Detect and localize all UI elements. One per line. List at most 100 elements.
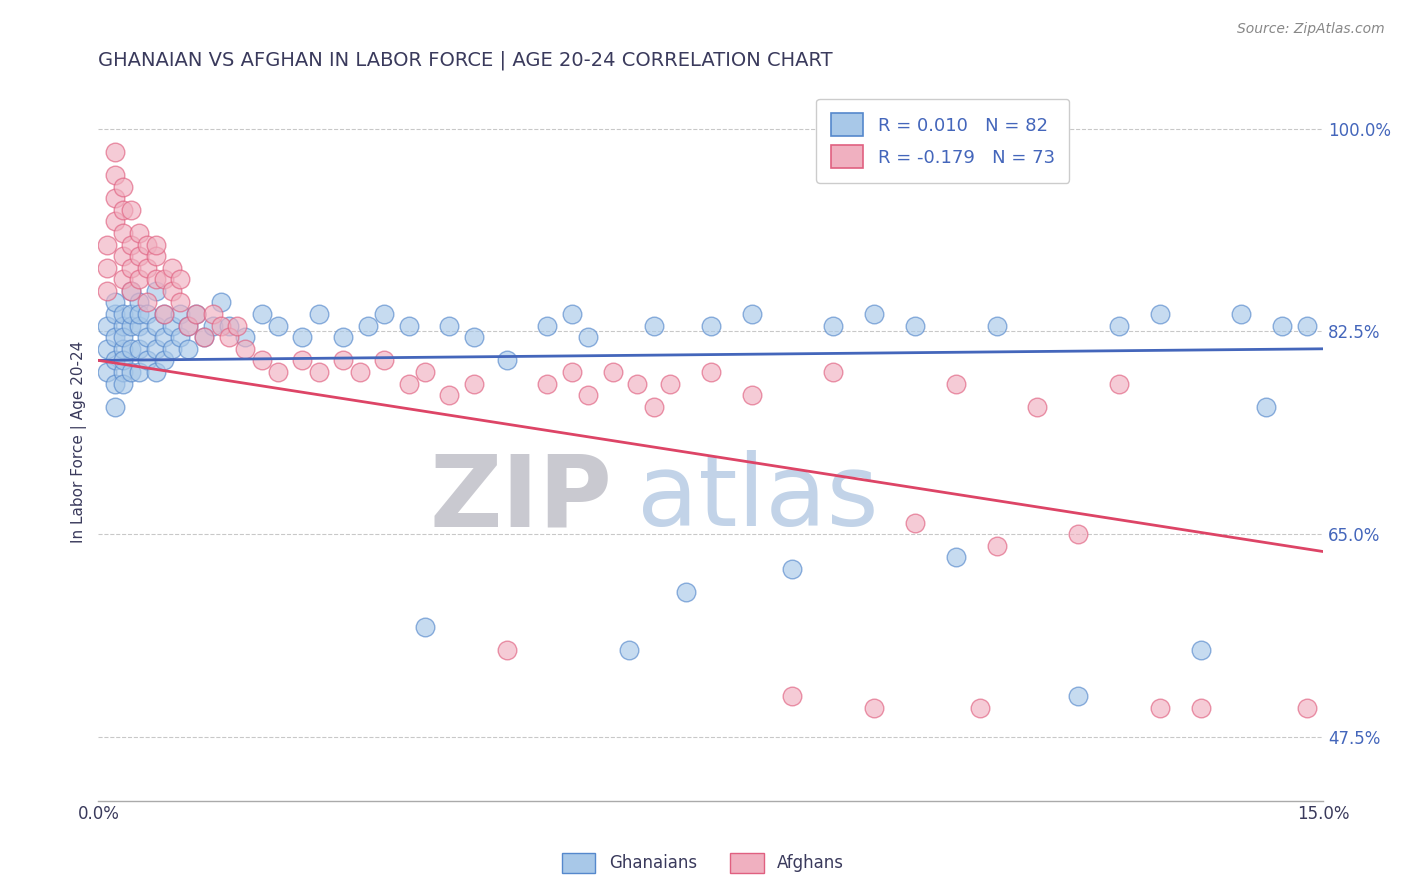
Point [495,643,517,657]
Point [120,307,142,321]
Point [250,307,273,321]
Point [111,365,134,379]
Point [1108,376,1130,391]
Point [700,318,723,333]
Point [96,342,118,356]
Point [226,318,249,333]
Point [357,318,380,333]
Point [136,330,159,344]
Point [120,260,142,275]
Point [1026,400,1049,414]
Point [193,330,215,344]
Point [904,516,927,530]
Point [536,376,558,391]
Point [741,307,763,321]
Point [104,214,127,228]
Point [160,284,183,298]
Point [104,376,127,391]
Point [145,342,167,356]
Point [136,260,159,275]
Point [104,307,127,321]
Point [104,353,127,368]
Point [291,353,314,368]
Point [160,260,183,275]
Point [177,318,200,333]
Point [128,226,150,240]
Point [120,202,142,217]
Point [111,249,134,263]
Point [1254,400,1277,414]
Point [145,318,167,333]
Point [332,330,354,344]
Point [267,318,290,333]
Point [136,237,159,252]
Point [1189,701,1212,715]
Point [1271,318,1294,333]
Point [152,307,174,321]
Point [398,376,420,391]
Point [863,701,886,715]
Text: ZIP: ZIP [430,450,613,548]
Point [104,191,127,205]
Point [160,318,183,333]
Point [136,307,159,321]
Point [96,318,118,333]
Point [945,376,967,391]
Point [128,342,150,356]
Point [308,307,330,321]
Point [111,376,134,391]
Point [209,318,232,333]
Point [267,365,290,379]
Point [823,318,845,333]
Point [741,388,763,402]
Point [193,330,215,344]
Point [945,550,967,565]
Point [104,168,127,182]
Point [96,237,118,252]
Point [823,365,845,379]
Point [349,365,371,379]
Point [1295,701,1317,715]
Point [1230,307,1253,321]
Point [111,353,134,368]
Legend: R = 0.010   N = 82, R = -0.179   N = 73: R = 0.010 N = 82, R = -0.179 N = 73 [817,98,1069,183]
Point [1149,701,1171,715]
Point [128,249,150,263]
Point [218,318,240,333]
Point [111,307,134,321]
Point [201,307,224,321]
Point [439,318,461,333]
Point [969,701,991,715]
Point [209,295,232,310]
Point [145,272,167,286]
Point [96,365,118,379]
Point [413,620,436,634]
Point [111,330,134,344]
Point [463,376,485,391]
Point [169,307,191,321]
Point [986,539,1008,553]
Point [96,284,118,298]
Point [250,353,273,368]
Point [186,307,208,321]
Legend: Ghanaians, Afghans: Ghanaians, Afghans [555,847,851,880]
Point [152,272,174,286]
Point [111,272,134,286]
Point [602,365,624,379]
Point [104,330,127,344]
Point [1067,527,1090,541]
Text: atlas: atlas [637,450,879,548]
Point [128,318,150,333]
Point [675,585,697,599]
Point [332,353,354,368]
Point [1189,643,1212,657]
Point [111,202,134,217]
Point [201,318,224,333]
Point [128,307,150,321]
Point [177,342,200,356]
Point [111,226,134,240]
Point [96,260,118,275]
Point [111,179,134,194]
Point [111,318,134,333]
Point [626,376,648,391]
